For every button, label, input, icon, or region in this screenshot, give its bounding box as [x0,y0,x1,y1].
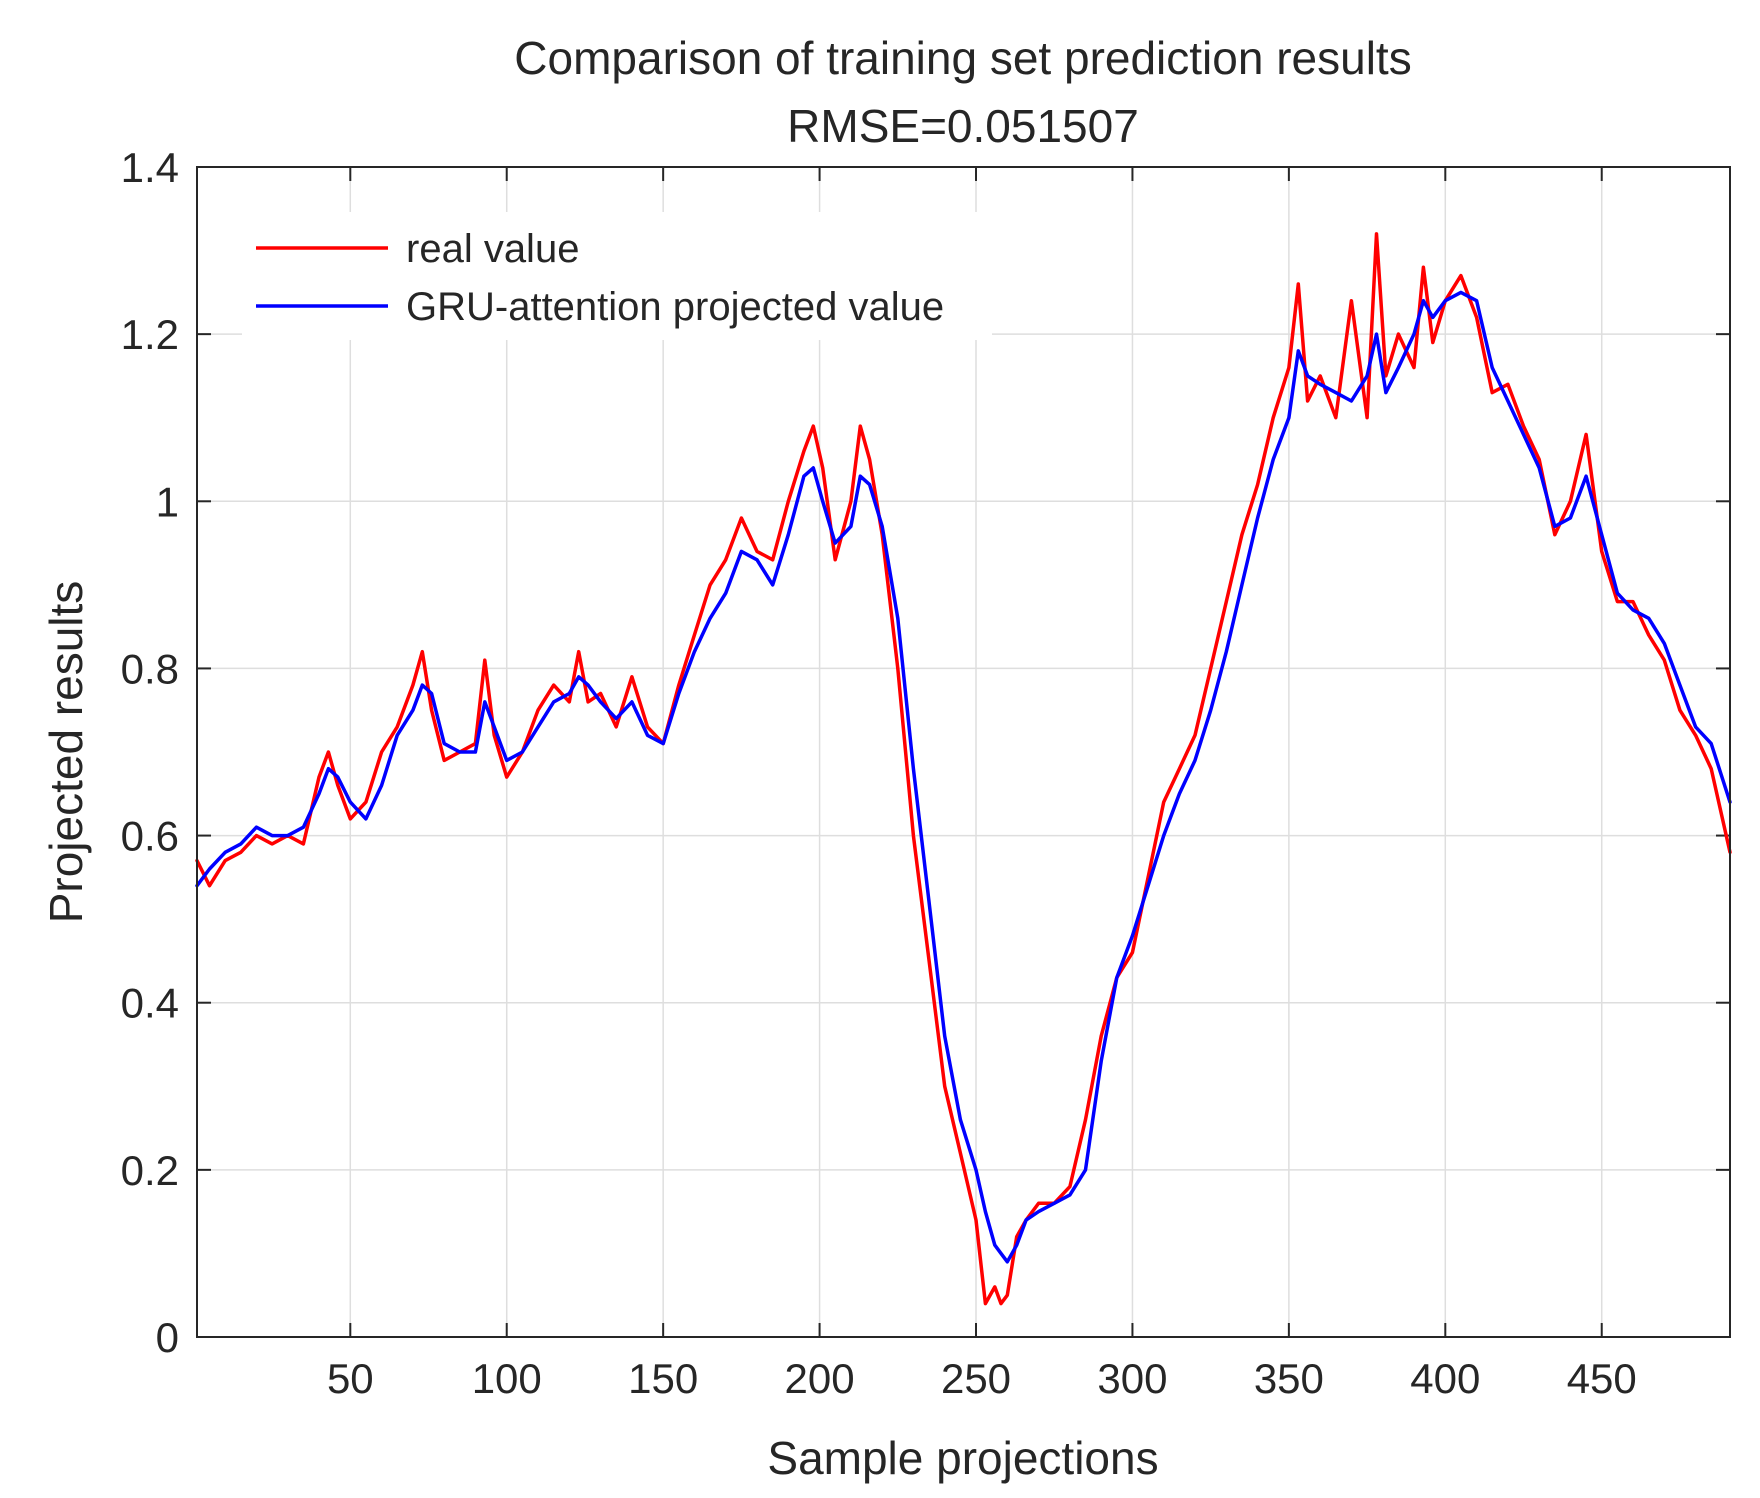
legend-label-real-value: real value [406,227,579,271]
x-tick-label: 350 [1254,1355,1324,1402]
x-tick-label: 150 [628,1355,698,1402]
x-axis-label: Sample projections [767,1432,1158,1484]
series-line-gru-attention [195,290,1732,1264]
y-tick-label: 0 [156,1314,179,1361]
y-axis-label: Projected results [40,581,92,924]
y-tick-label: 0.8 [121,645,179,692]
legend: real value GRU-attention projected value [242,212,992,340]
series-lines [195,232,1732,1306]
x-tick-label: 100 [472,1355,542,1402]
x-tick-label: 450 [1567,1355,1637,1402]
x-tick-label: 200 [785,1355,855,1402]
chart-title: Comparison of training set prediction re… [514,32,1411,84]
y-tick-label: 0.2 [121,1147,179,1194]
plot-border [196,166,1731,1338]
chart-subtitle: RMSE=0.051507 [787,100,1139,152]
x-tick-label: 300 [1097,1355,1167,1402]
series-line-real-value [195,232,1732,1306]
tick-labels: 50 100 150 200 250 300 350 400 450 0 0.2 0.4 0.6 0.8 1… [121,144,1637,1402]
y-tick-label: 1.4 [121,144,179,191]
plot-area [197,167,1730,1337]
ticks [197,166,1730,1338]
x-tick-label: 400 [1410,1355,1480,1402]
y-tick-label: 0.6 [121,813,179,860]
legend-box [242,212,992,340]
legend-label-gru-attention: GRU-attention projected value [406,285,944,329]
y-tick-label: 1 [156,478,179,525]
x-tick-label: 250 [941,1355,1011,1402]
x-tick-label: 50 [327,1355,374,1402]
y-tick-label: 0.4 [121,980,179,1027]
y-tick-label: 1.2 [121,311,179,358]
